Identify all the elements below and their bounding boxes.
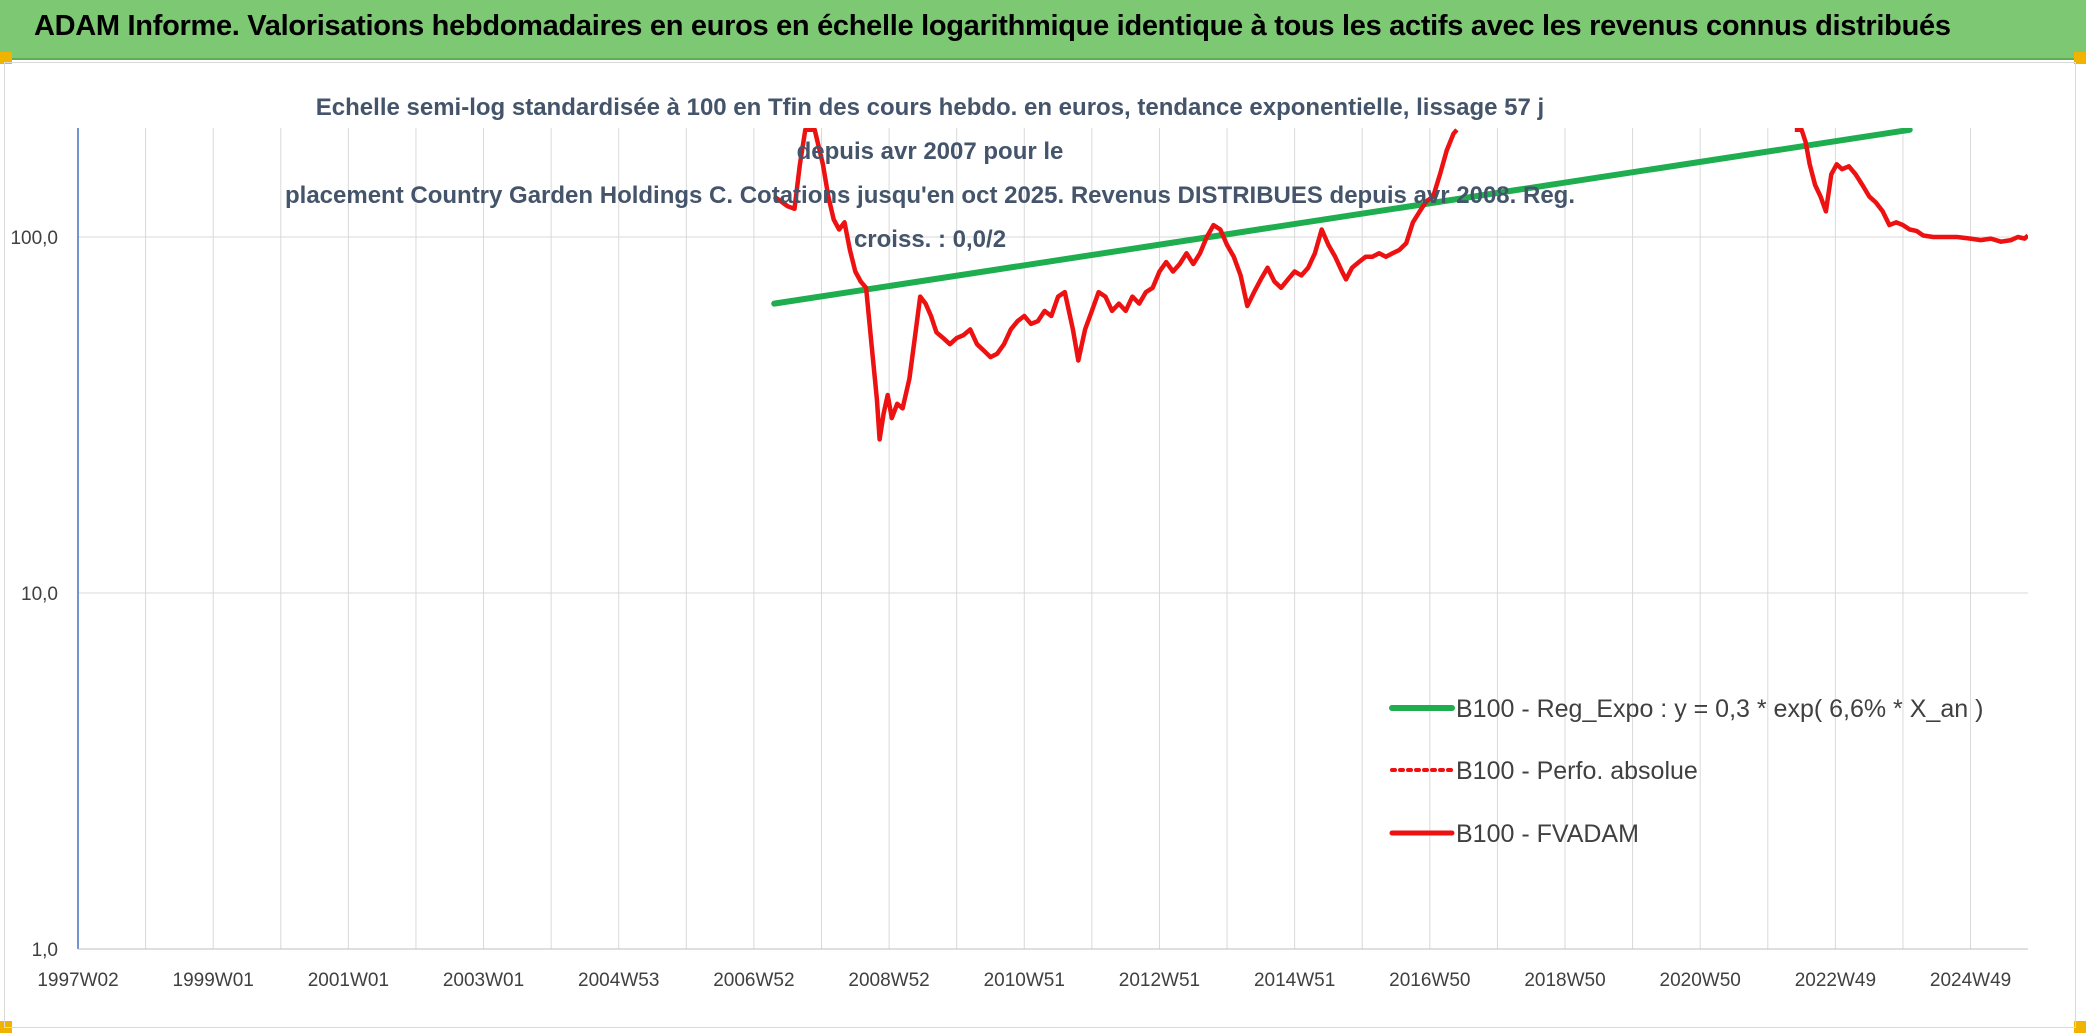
x-tick-label: 2014W51: [1254, 970, 1335, 991]
y-tick-label: 100,0: [10, 228, 58, 249]
chart-title-line-1: Echelle semi-log standardisée à 100 en T…: [315, 94, 1545, 165]
report-banner: ADAM Informe. Valorisations hebdomadaire…: [0, 0, 2086, 60]
chart-title: Echelle semi-log standardisée à 100 en T…: [280, 86, 1580, 262]
chart-legend: B100 - Reg_Expo : y = 0,3 * exp( 6,6% * …: [1389, 695, 1983, 848]
x-tick-label: 1999W01: [173, 970, 254, 991]
x-tick-label: 2008W52: [848, 970, 929, 991]
report-title: ADAM Informe. Valorisations hebdomadaire…: [34, 10, 1951, 42]
series-layer: [771, 128, 2028, 442]
x-tick-label: 2003W01: [443, 970, 524, 991]
x-tick-label: 2016W50: [1389, 970, 1470, 991]
x-tick-label: 2018W50: [1524, 970, 1605, 991]
corner-marker-bottom-right: [2074, 1021, 2086, 1033]
y-tick-label: 1,0: [32, 940, 58, 961]
legend-entry-label: B100 - Reg_Expo : y = 0,3 * exp( 6,6% * …: [1456, 695, 1983, 723]
grid-layer: [77, 128, 2028, 950]
corner-marker-top-left: [0, 52, 12, 64]
x-tick-label: 2006W52: [713, 970, 794, 991]
fvadam-line: [772, 128, 2028, 442]
x-tick-label: 2010W51: [984, 970, 1065, 991]
corner-marker-top-right: [2074, 52, 2086, 64]
x-tick-label: 2004W53: [578, 970, 659, 991]
x-tick-label: 2001W01: [308, 970, 389, 991]
x-tick-label: 2012W51: [1119, 970, 1200, 991]
x-tick-label: 2020W50: [1660, 970, 1741, 991]
y-tick-label: 10,0: [21, 584, 58, 605]
chart-frame: [4, 62, 2076, 1028]
regression-line: [771, 128, 1913, 307]
axis-layer: 100,0 10,0 1,0 1997W02 1999W01 2001W01 2003W01…: [10, 128, 2028, 991]
legend-entry-label: B100 - Perfo. absolue: [1456, 757, 1698, 785]
chart-title-line-2: placement Country Garden Holdings C. Cot…: [285, 182, 1575, 253]
legend-entry-label: B100 - FVADAM: [1456, 820, 1639, 848]
x-tick-label: 1997W02: [37, 970, 118, 991]
x-tick-label: 2022W49: [1795, 970, 1876, 991]
x-tick-label: 2024W49: [1930, 970, 2011, 991]
